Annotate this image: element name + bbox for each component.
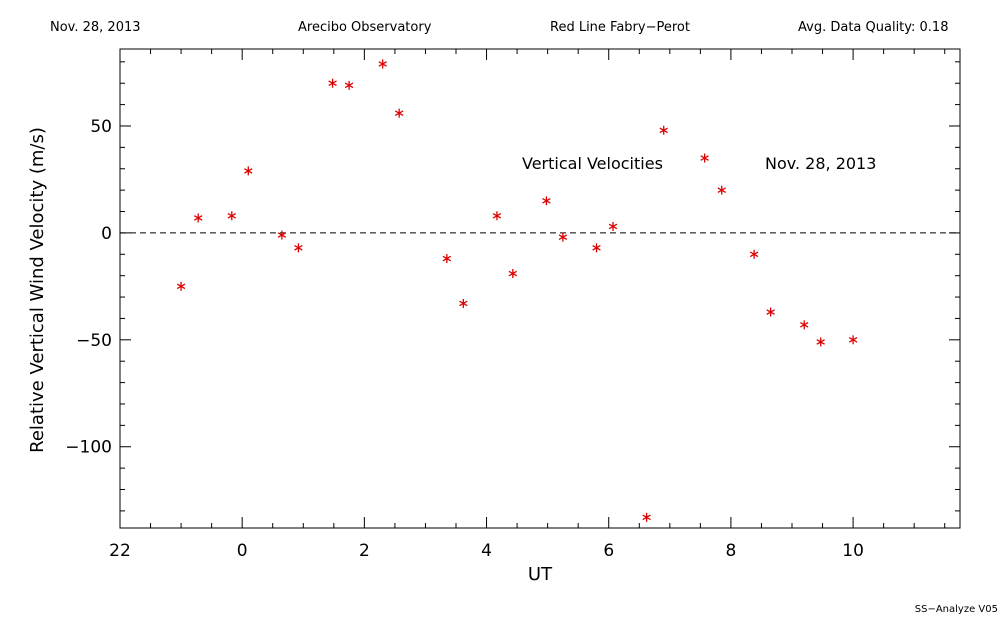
data-point-stroke — [848, 337, 858, 343]
data-point-stroke — [558, 234, 568, 240]
data-point-stroke — [592, 245, 601, 251]
data-point — [642, 512, 651, 522]
data-point-stroke — [816, 339, 825, 345]
data-point-stroke — [378, 61, 387, 67]
data-point-stroke — [642, 514, 651, 521]
data-point — [717, 185, 726, 195]
data-point-stroke — [700, 155, 709, 161]
data-point-stroke — [508, 270, 518, 277]
data-point — [749, 249, 759, 259]
data-point — [508, 269, 518, 279]
header-date: Nov. 28, 2013 — [50, 20, 141, 35]
data-point — [608, 221, 618, 231]
data-point — [227, 211, 237, 221]
x-tick-label: 2 — [359, 541, 370, 561]
x-axis-title: UT — [528, 564, 553, 585]
y-tick-label: −100 — [65, 438, 112, 458]
tick-labels: 22 0 2 4 6 8 10 50 0 −50 −100 — [65, 117, 864, 561]
data-points — [176, 59, 858, 522]
data-point-stroke — [492, 212, 502, 219]
x-tick-label: 10 — [842, 541, 864, 561]
data-point — [492, 211, 502, 221]
x-tick-label: 22 — [109, 541, 131, 561]
y-axis-title: Relative Vertical Wind Velocity (m/s) — [27, 127, 48, 453]
data-point-stroke — [766, 309, 775, 315]
data-point-stroke — [176, 283, 186, 290]
data-point-stroke — [749, 251, 759, 258]
data-point — [766, 307, 775, 317]
data-point — [442, 254, 452, 264]
header-observatory: Arecibo Observatory — [298, 20, 432, 35]
data-point-stroke — [227, 212, 237, 219]
data-point-stroke — [244, 168, 253, 174]
data-point — [193, 213, 203, 223]
data-point — [659, 125, 668, 135]
data-point — [344, 80, 354, 90]
y-tick-label: −50 — [76, 331, 112, 351]
data-point — [244, 166, 253, 176]
data-point-stroke — [542, 198, 551, 204]
plot-frame — [119, 48, 961, 529]
data-point-stroke — [659, 127, 668, 134]
x-tick-label: 4 — [481, 541, 492, 561]
data-point — [848, 335, 858, 345]
data-point — [700, 153, 709, 163]
data-point — [558, 232, 568, 242]
data-point-stroke — [459, 300, 468, 307]
x-tick-label: 6 — [603, 541, 614, 561]
footer-software: SS−Analyze V05 — [915, 604, 998, 615]
data-point — [459, 298, 468, 308]
data-point — [542, 196, 551, 206]
data-point-stroke — [608, 223, 618, 230]
y-tick-label: 50 — [90, 117, 112, 137]
data-point-stroke — [799, 322, 809, 328]
data-point — [592, 243, 601, 253]
data-point — [378, 59, 387, 69]
data-point-stroke — [717, 187, 726, 193]
axis-ticks — [119, 49, 960, 528]
data-point — [394, 108, 404, 118]
data-point-stroke — [394, 110, 404, 116]
data-point — [816, 337, 825, 347]
annotation-title: Vertical Velocities — [522, 154, 663, 173]
y-tick-label: 0 — [101, 224, 112, 244]
data-point-stroke — [442, 255, 452, 262]
data-point — [328, 78, 337, 88]
x-tick-label: 0 — [237, 541, 248, 561]
annotation-date: Nov. 28, 2013 — [765, 154, 876, 173]
data-point — [277, 230, 287, 240]
data-point — [799, 320, 809, 330]
data-point-stroke — [344, 82, 354, 89]
data-point — [294, 243, 303, 253]
data-point-stroke — [328, 80, 337, 87]
data-point-stroke — [193, 215, 203, 221]
data-point-stroke — [294, 245, 303, 251]
data-point-stroke — [277, 232, 287, 238]
x-tick-label: 8 — [725, 541, 736, 561]
header-quality: Avg. Data Quality: 0.18 — [798, 20, 948, 35]
data-point — [176, 281, 186, 291]
header-instrument: Red Line Fabry−Perot — [550, 20, 690, 35]
